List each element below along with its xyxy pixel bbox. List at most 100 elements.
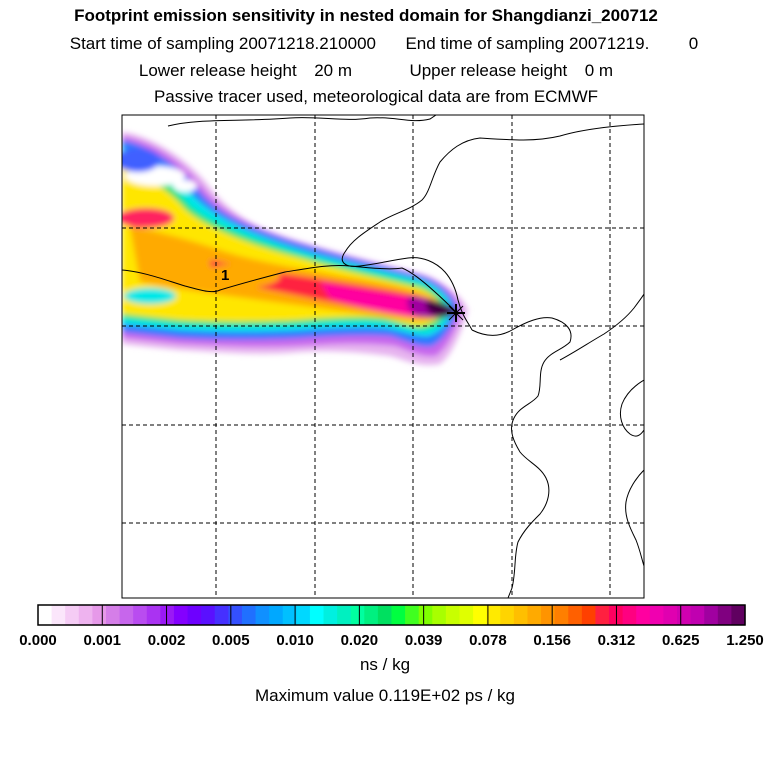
colorbar-cell xyxy=(364,605,379,625)
receptor-cross-d2 xyxy=(448,305,464,321)
colorbar-tick-label: 0.001 xyxy=(83,632,121,649)
colorbar-cell xyxy=(38,605,53,625)
colorbar-cell xyxy=(622,605,637,625)
release-height-line: Lower release height 20 m Upper release … xyxy=(0,61,760,81)
plot-title: Footprint emission sensitivity in nested… xyxy=(74,6,658,25)
colorbar-cell xyxy=(649,605,665,625)
colorbar-tick-label: 0.002 xyxy=(148,632,186,649)
colorbar-cell xyxy=(201,605,216,625)
colorbar-cell xyxy=(391,605,406,625)
footprint-plume xyxy=(122,132,468,366)
colorbar-tick-label: 0.005 xyxy=(212,632,250,649)
colorbar-tick-label: 0.078 xyxy=(469,632,507,649)
tracer-note: Passive tracer used, meteorological data… xyxy=(153,87,599,106)
colorbar-cell xyxy=(282,605,297,625)
colorbar-cell xyxy=(309,605,325,625)
colorbar-labels: 0.000 0.001 0.002 0.005 0.010 0.020 0.039 0.078… xyxy=(19,632,764,649)
colorbar-cell xyxy=(595,605,610,625)
colorbar-cell xyxy=(255,605,270,625)
plume-upper-patch-magenta xyxy=(122,208,174,228)
colorbar-tick-label: 0.039 xyxy=(405,632,443,649)
start-time-value: 20071218.210000 xyxy=(238,34,376,53)
map-frame xyxy=(121,114,645,599)
colorbar-cell xyxy=(337,605,352,625)
colorbar-cell xyxy=(554,605,569,625)
colorbar-cell xyxy=(133,605,148,625)
colorbar-cell xyxy=(704,605,719,625)
colorbar-tick-label: 0.010 xyxy=(276,632,314,649)
colorbar-tick-label: 0.625 xyxy=(662,632,700,649)
colorbar-cell xyxy=(568,605,583,625)
lat-lon-grid xyxy=(122,115,644,598)
border-line xyxy=(122,264,457,313)
colorbar-tick-label: 0.020 xyxy=(341,632,379,649)
lower-height-value: 20 m xyxy=(314,61,352,80)
colorbar-cell xyxy=(350,605,365,625)
colorbar-cell xyxy=(432,605,447,625)
colorbar-cell xyxy=(418,605,433,625)
end-time-value: 20071219. xyxy=(568,34,650,53)
colorbar-cell xyxy=(296,605,311,625)
plume-mid-patch-orange xyxy=(200,264,280,288)
colorbar-cell xyxy=(269,605,284,625)
colorbar-units: ns / kg xyxy=(359,655,411,674)
plume-upper-patch-white2 xyxy=(173,180,197,192)
colorbar-cell xyxy=(445,605,461,625)
colorbar-cell xyxy=(160,605,175,625)
colorbar-cell xyxy=(214,605,229,625)
island-coast-east xyxy=(619,379,644,437)
upper-height-label: Upper release height xyxy=(409,61,568,80)
peninsula-east xyxy=(559,293,644,361)
coastlines-borders xyxy=(122,115,644,598)
colorbar-frame xyxy=(37,604,746,626)
colorbar-cell xyxy=(717,605,733,625)
colorbar-cell xyxy=(486,605,501,625)
colorbar-cell xyxy=(228,605,243,625)
plume-lower-patch-cyan xyxy=(124,288,176,304)
colorbar-cell xyxy=(187,605,202,625)
end-time-suffix: 0 xyxy=(688,34,699,53)
colorbar-cell xyxy=(65,605,80,625)
colorbar-cell xyxy=(513,605,529,625)
colorbar-cell xyxy=(119,605,134,625)
coastline-east xyxy=(471,317,572,598)
colorbar-cell xyxy=(677,605,692,625)
colorbar-cell xyxy=(581,605,597,625)
colorbar-cell xyxy=(105,605,121,625)
colorbar-cells xyxy=(38,605,746,625)
colorbar-cell xyxy=(51,605,66,625)
coastline-bay xyxy=(341,123,644,331)
lower-height-label: Lower release height xyxy=(138,61,297,80)
maximum-value-text: Maximum value 0.119E+02 ps / kg xyxy=(254,686,515,705)
colorbar-cell xyxy=(405,605,420,625)
sampling-time-line: Start time of sampling 20071218.210000 E… xyxy=(0,34,768,54)
colorbar-tick-label: 0.312 xyxy=(598,632,636,649)
colorbar-tick-label: 0.000 xyxy=(19,632,57,649)
colorbar-cell xyxy=(473,605,488,625)
coastline-north xyxy=(167,115,437,127)
plume-upper-patch-blue xyxy=(122,148,160,172)
colorbar-cell xyxy=(731,605,746,625)
coastline-southeast xyxy=(625,469,644,567)
colorbar-tick-label: 0.156 xyxy=(533,632,571,649)
colorbar-cell xyxy=(241,605,257,625)
upper-height-value: 0 m xyxy=(584,61,614,80)
colorbar-cell xyxy=(173,605,189,625)
receptor-marker xyxy=(447,304,465,322)
colorbar-cell xyxy=(500,605,515,625)
start-time-label: Start time of sampling xyxy=(69,34,235,53)
map-marker-label: 1 xyxy=(221,267,229,284)
colorbar-cell xyxy=(690,605,705,625)
colorbar-dividers xyxy=(101,605,682,625)
colorbar-cell xyxy=(459,605,474,625)
colorbar-cell xyxy=(636,605,651,625)
colorbar-cell xyxy=(663,605,678,625)
colorbar-tick-label: 1.250 xyxy=(726,632,764,649)
colorbar-cell xyxy=(323,605,338,625)
colorbar-cell xyxy=(527,605,542,625)
colorbar-cell xyxy=(92,605,107,625)
colorbar-cell xyxy=(78,605,93,625)
colorbar-cell xyxy=(541,605,556,625)
